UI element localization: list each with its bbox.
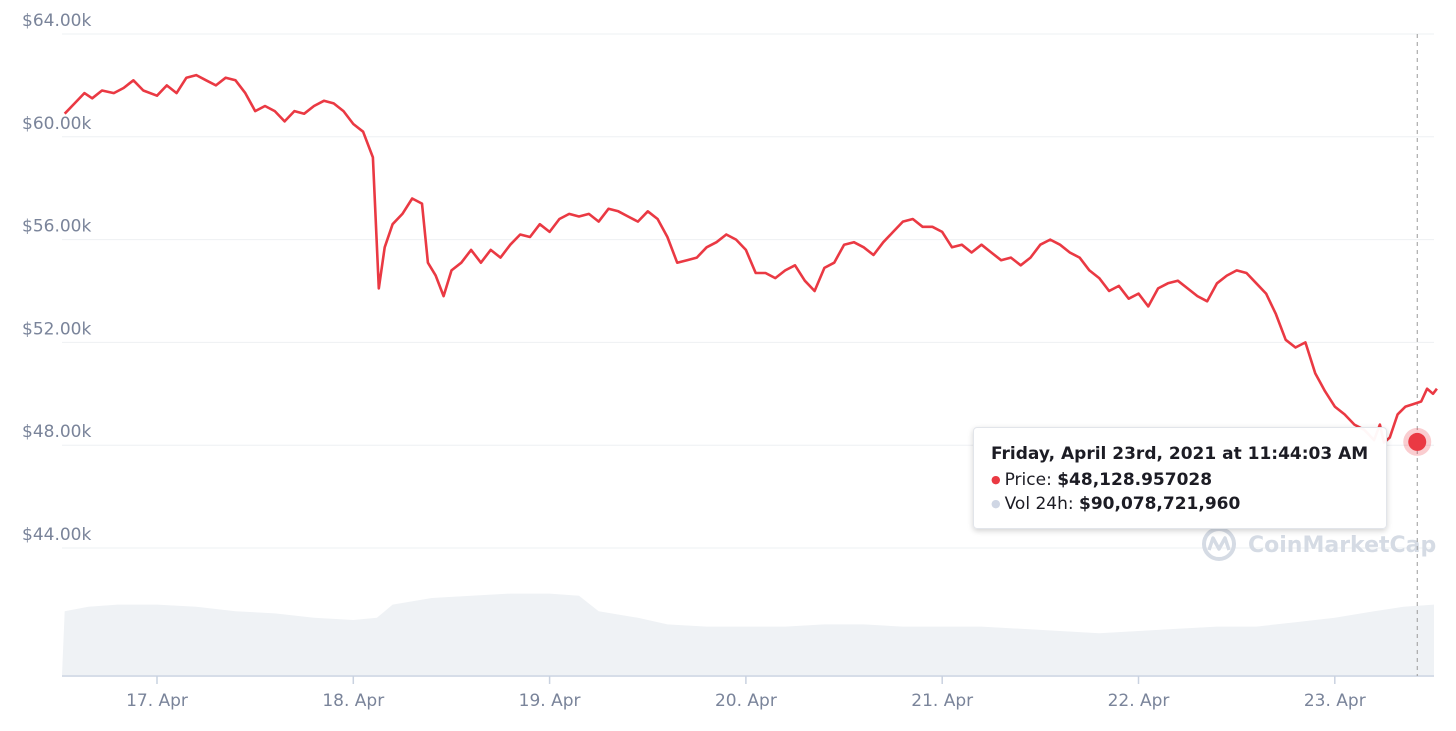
hover-tooltip: Friday, April 23rd, 2021 at 11:44:03 AM …: [973, 427, 1387, 529]
tooltip-price-row: ● Price: $48,128.957028: [991, 468, 1369, 492]
tooltip-date: Friday, April 23rd, 2021 at 11:44:03 AM: [991, 444, 1369, 464]
y-tick-label: $56.00k: [22, 217, 91, 237]
price-series-line[interactable]: [63, 73, 1438, 444]
coinmarketcap-watermark: CoinMarketCap: [1248, 533, 1436, 558]
price-dot-icon: ●: [991, 473, 1001, 486]
tooltip-volume-row: ● Vol 24h: $90,078,721,960: [991, 492, 1369, 516]
y-tick-label: $48.00k: [22, 422, 91, 442]
y-tick-label: $52.00k: [22, 319, 91, 339]
x-tick-label: 19. Apr: [519, 691, 581, 711]
x-axis-ticks: 17. Apr 18. Apr 19. Apr 20. Apr 21. Apr 22. A…: [126, 676, 1366, 711]
x-tick-label: 17. Apr: [126, 691, 188, 711]
tooltip-price-value: $48,128.957028: [1057, 470, 1213, 490]
volume-dot-icon: ●: [991, 497, 1001, 510]
coinmarketcap-logo-icon: [1202, 527, 1236, 561]
tooltip-volume-label: Vol 24h:: [1004, 494, 1074, 514]
tooltip-volume-value: $90,078,721,960: [1079, 494, 1241, 514]
x-tick-label: 23. Apr: [1304, 691, 1366, 711]
x-tick-label: 20. Apr: [715, 691, 777, 711]
volume-area: [62, 593, 1434, 675]
volume-area-shape: [62, 593, 1434, 675]
x-tick-label: 18. Apr: [322, 691, 384, 711]
tooltip-price-label: Price:: [1004, 470, 1052, 490]
x-tick-label: 21. Apr: [911, 691, 973, 711]
y-tick-label: $64.00k: [22, 11, 91, 31]
y-tick-label: $44.00k: [22, 525, 91, 545]
y-tick-label: $60.00k: [22, 114, 91, 134]
x-tick-label: 22. Apr: [1108, 691, 1170, 711]
y-axis-ticks: $44.00k $48.00k $52.00k $56.00k $60.00k $64.0…: [22, 11, 91, 545]
hover-point-marker[interactable]: [1408, 432, 1427, 451]
